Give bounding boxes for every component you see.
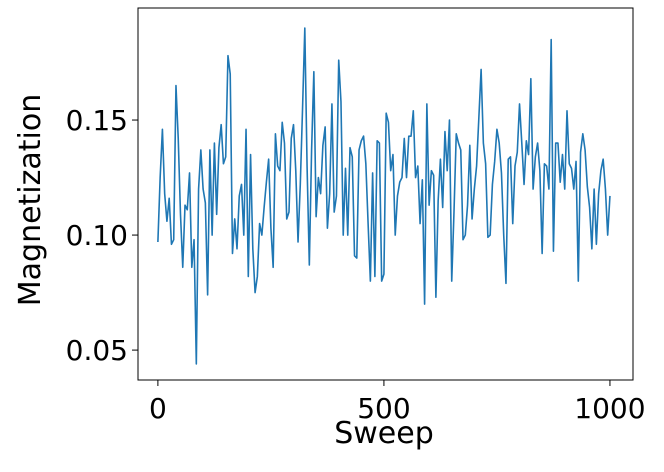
data-line <box>157 27 611 365</box>
y-tick-label: 0.05 <box>66 334 128 367</box>
x-tick-label: 500 <box>357 392 410 425</box>
y-tick-label: 0.15 <box>66 104 128 137</box>
x-axis-label: Sweep <box>334 416 434 451</box>
plot-frame <box>137 7 634 381</box>
y-axis-label: Magnetization <box>13 94 48 306</box>
x-tick-label: 0 <box>149 392 167 425</box>
y-tick-label: 0.10 <box>66 219 128 252</box>
x-tick-label: 1000 <box>574 392 645 425</box>
